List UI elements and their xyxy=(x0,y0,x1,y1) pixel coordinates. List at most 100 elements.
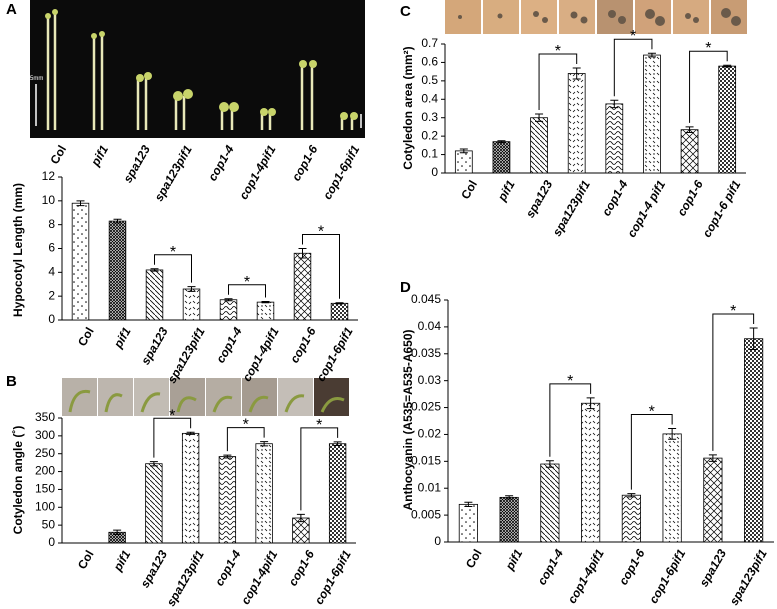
x-tick-label: cop1-6pif1 xyxy=(314,325,356,384)
error-bar xyxy=(187,286,196,292)
x-tick-label: spa123 xyxy=(138,548,171,591)
error-bar xyxy=(298,248,307,259)
y-axis-label: Cotyledon angle (˚) xyxy=(11,426,25,535)
x-tick-label: pif1 xyxy=(494,178,517,205)
x-tick-label: spa123pif1 xyxy=(727,547,770,608)
y-tick-label: 0.025 xyxy=(411,400,441,414)
error-bar xyxy=(335,302,344,305)
panel-label: D xyxy=(400,279,411,296)
error-bar xyxy=(572,67,581,80)
photo-label: cop1-4 xyxy=(205,143,237,184)
significance-star: * xyxy=(169,407,175,424)
y-tick-label: 0.4 xyxy=(421,91,438,105)
bar xyxy=(328,443,347,544)
bar xyxy=(718,65,737,174)
bar xyxy=(581,402,601,543)
bar xyxy=(255,443,273,544)
significance-star: * xyxy=(730,303,736,320)
photo-label: spa123 xyxy=(120,143,153,186)
error-bar xyxy=(749,327,758,350)
x-tick-label: Col xyxy=(75,548,97,572)
y-tick-label: 0 xyxy=(48,535,55,549)
y-tick-label: 0.5 xyxy=(421,73,438,87)
cotyledon-area-photo-strip xyxy=(445,0,747,34)
y-tick-label: 0.015 xyxy=(411,454,441,468)
x-tick-label: cop1-6pif1 xyxy=(312,548,354,607)
y-tick-label: 0.7 xyxy=(421,36,438,50)
y-tick-label: 6 xyxy=(48,241,55,255)
x-tick-label: cop1-4 xyxy=(212,548,244,589)
error-bar xyxy=(586,397,595,410)
error-bar xyxy=(186,431,195,435)
x-tick-label: spa123pif1 xyxy=(550,178,593,239)
bar xyxy=(293,252,312,321)
error-bar xyxy=(150,268,159,272)
x-tick-label: cop1-6 xyxy=(286,548,318,589)
bar xyxy=(181,432,200,544)
y-tick-label: 150 xyxy=(35,482,55,496)
y-tick-label: 300 xyxy=(35,428,55,442)
x-tick-label: cop1-4pif1 xyxy=(238,548,280,607)
panel-label: C xyxy=(400,3,411,20)
x-tick-label: spa123 xyxy=(697,547,730,590)
y-tick-label: 0.01 xyxy=(418,480,442,494)
bar xyxy=(330,302,349,321)
error-bar xyxy=(113,529,122,535)
bar xyxy=(540,463,560,543)
significance-bracket xyxy=(300,427,339,511)
x-tick-label: Col xyxy=(458,178,480,202)
significance-bracket xyxy=(226,427,265,452)
photo-label: cop1-4pif1 xyxy=(236,143,278,202)
seedling-photo xyxy=(30,0,365,138)
error-bar xyxy=(464,501,473,508)
significance-bracket xyxy=(712,313,755,451)
x-tick-label: pif1 xyxy=(110,325,133,352)
significance-bracket xyxy=(613,38,653,97)
y-tick-label: 0 xyxy=(48,312,55,326)
bar xyxy=(145,463,163,544)
significance-star: * xyxy=(316,417,322,434)
bar xyxy=(530,117,548,174)
y-axis-label: Cotyledon area (mm²) xyxy=(401,46,415,169)
x-tick-label: cop1-4 pif1 xyxy=(624,178,668,240)
bar xyxy=(108,220,127,321)
x-tick-label: pif1 xyxy=(110,548,133,575)
y-tick-label: 0.03 xyxy=(418,373,442,387)
significance-star: * xyxy=(244,274,250,291)
scale-label: 5mm xyxy=(30,76,43,82)
x-tick-label: cop1-4pif1 xyxy=(565,547,607,606)
error-bar xyxy=(545,460,554,468)
error-bar xyxy=(668,428,677,440)
error-bar xyxy=(113,218,122,224)
significance-star: * xyxy=(705,40,711,57)
y-tick-label: 12 xyxy=(42,169,56,183)
y-tick-label: 10 xyxy=(42,193,56,207)
error-bar xyxy=(261,301,270,304)
panel-label: A xyxy=(6,1,17,18)
bar xyxy=(703,457,723,543)
x-tick-label: cop1-6 xyxy=(287,325,319,366)
significance-bracket xyxy=(538,53,578,111)
bar xyxy=(499,496,519,543)
y-tick-label: 0 xyxy=(431,165,438,179)
x-tick-label: cop1-4 xyxy=(213,325,245,366)
error-bar xyxy=(333,441,342,446)
y-tick-label: 200 xyxy=(35,464,55,478)
y-tick-label: 100 xyxy=(35,499,55,513)
error-bar xyxy=(76,200,85,207)
error-bar xyxy=(497,140,506,144)
significance-star: * xyxy=(649,404,655,421)
bar xyxy=(182,288,201,321)
significance-bracket xyxy=(154,254,192,283)
error-bar xyxy=(149,461,158,467)
y-tick-label: 0.02 xyxy=(418,427,442,441)
x-tick-label: pif1 xyxy=(502,547,525,574)
y-tick-label: 0 xyxy=(434,534,441,548)
x-tick-label: cop1-6pif1 xyxy=(646,547,688,606)
y-axis-label: Hypocotyl Length (mm) xyxy=(11,183,25,317)
error-bar xyxy=(296,513,305,523)
significance-star: * xyxy=(243,417,249,434)
photo-label: cop1-6pif1 xyxy=(320,143,362,202)
bar xyxy=(454,150,473,174)
error-bar xyxy=(505,495,514,500)
